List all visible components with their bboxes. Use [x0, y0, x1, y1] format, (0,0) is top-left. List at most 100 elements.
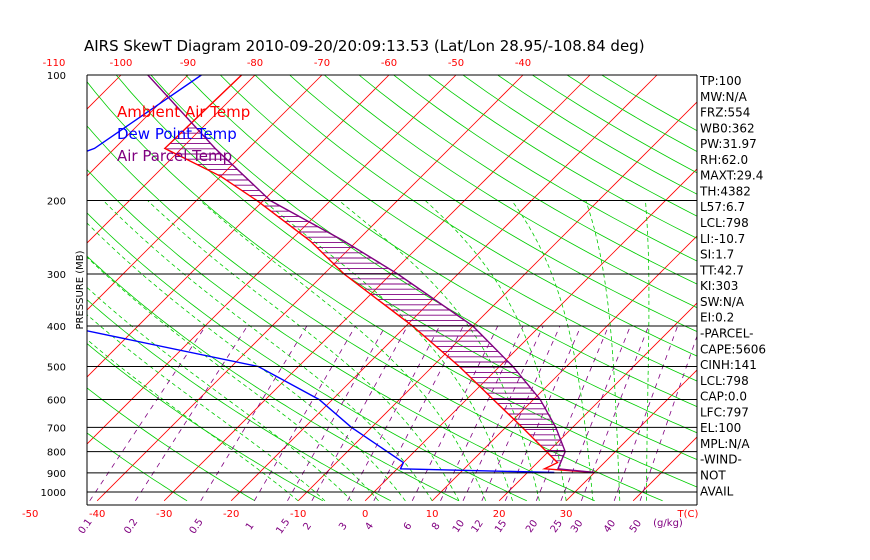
- moist-adiabat-line: [338, 200, 540, 501]
- mixing-ratio-line: [639, 334, 697, 501]
- mixing-ratio-label: 40: [602, 518, 618, 535]
- index-entry: LCL:798: [700, 374, 749, 388]
- mixing-ratio-line: [253, 325, 356, 502]
- moist-adiabat-line: [263, 200, 513, 501]
- dry-adiabat-line: [220, 75, 697, 382]
- index-entry: TT:42.7: [699, 263, 744, 277]
- index-entry: FRZ:554: [700, 106, 750, 120]
- index-entry: CAP:0.0: [700, 390, 747, 404]
- isotherm-line: [87, 75, 256, 244]
- dew-point-templine: [87, 75, 555, 474]
- pressure-tick-label: 500: [47, 362, 66, 373]
- mixing-ratio-line: [347, 325, 440, 502]
- index-entry: MPL:N/A: [700, 437, 750, 451]
- isotherm-line: [87, 75, 189, 177]
- isotherm-line: [0, 75, 54, 501]
- isotherm-line: [431, 235, 697, 502]
- index-entry: EI:0.2: [700, 311, 734, 325]
- mixing-ratio-line: [89, 325, 206, 502]
- bottom-temp-tick-label: -50: [22, 509, 38, 520]
- index-entry: WB0:362: [700, 121, 755, 135]
- index-entry: AVAIL: [700, 484, 734, 498]
- index-entry: SI:1.7: [700, 248, 734, 262]
- mixing-ratio-line: [580, 325, 649, 501]
- pressure-tick-label: 800: [47, 448, 66, 459]
- pressure-tick-label: 100: [47, 71, 66, 82]
- air-parcel-templine: [147, 75, 595, 474]
- mixing-ratio-label: 50: [628, 518, 644, 535]
- pressure-tick-label: 400: [47, 322, 66, 333]
- index-entry: RH:62.0: [700, 153, 748, 167]
- index-entry: -PARCEL-: [700, 326, 754, 340]
- index-entry: KI:303: [700, 279, 738, 293]
- index-entry: -WIND-: [700, 453, 742, 467]
- mixing-ratio-label: 4: [363, 521, 376, 533]
- isotherm-line: [834, 75, 870, 501]
- dry-adiabat-line: [254, 75, 697, 357]
- mixing-ratio-line: [440, 325, 524, 502]
- bottom-temp-tick-label: -30: [156, 509, 172, 520]
- mixing-ratio-label: 0.5: [188, 517, 206, 536]
- dry-adiabat-line: [87, 212, 527, 502]
- mixing-ratio-label: 12: [470, 518, 486, 535]
- mixing-ratio-label: 10: [451, 518, 467, 535]
- legend-entry: Air Parcel Temp: [117, 147, 232, 165]
- index-entry: PW:31.97: [700, 137, 757, 151]
- mixing-ratio-label: 8: [430, 521, 443, 533]
- top-temp-tick-label: -100: [110, 58, 133, 69]
- legend-entry: Ambient Air Temp: [117, 103, 250, 121]
- mixing-ratio-label: 15: [493, 518, 509, 535]
- moist-adiabat-line: [103, 200, 433, 502]
- isotherm-line: [767, 75, 870, 501]
- top-temp-tick-label: -60: [381, 58, 397, 69]
- dry-adiabat-line: [87, 387, 256, 502]
- bottom-temp-tick-label: 20: [493, 509, 506, 520]
- dry-adiabat-line: [87, 299, 392, 502]
- isotherm-line: [230, 75, 658, 502]
- isotherm-line: [87, 75, 457, 445]
- dry-adiabat-line: [358, 75, 697, 285]
- moist-adiabat-line: [585, 200, 621, 501]
- dry-adiabat-line: [87, 343, 324, 502]
- dry-adiabat-line: [289, 75, 697, 333]
- index-entry: LFC:797: [700, 405, 749, 419]
- mixing-ratio-label: 3: [337, 521, 350, 533]
- isotherm-line: [87, 75, 122, 110]
- top-temp-tick-label: -40: [515, 58, 531, 69]
- mixing-ratio-line: [560, 325, 631, 501]
- moist-adiabat-line: [87, 314, 326, 502]
- mixing-ratio-line: [135, 325, 248, 502]
- mixing-ratio-label: 20: [524, 518, 540, 535]
- temp-unit-label: T(C): [677, 509, 699, 520]
- top-temp-tick-label: -110: [43, 58, 66, 69]
- index-entry: MAXT:29.4: [700, 169, 763, 183]
- isotherm-line: [498, 302, 697, 502]
- index-entry: CINH:141: [700, 358, 757, 372]
- mixing-ratio-line: [462, 325, 544, 502]
- dry-adiabat-line: [87, 168, 595, 502]
- mixing-ratio-line: [373, 325, 464, 502]
- bottom-temp-tick-label: 30: [560, 509, 573, 520]
- moist-adiabat-line: [511, 200, 594, 501]
- dry-adiabat-line: [87, 432, 188, 502]
- mixing-ratio-line: [287, 325, 386, 502]
- index-entry: LCL:798: [700, 216, 749, 230]
- moist-adiabat-line: [87, 286, 353, 502]
- mixing-ratio-label: 30: [569, 518, 585, 535]
- mixing-ratio-label: 6: [402, 521, 415, 533]
- mixing-ratio-line: [535, 325, 609, 501]
- dry-adiabat-line: [150, 75, 697, 434]
- mixing-ratio-line: [411, 325, 499, 502]
- bottom-temp-tick-label: -20: [223, 509, 239, 520]
- mixing-ratio-label: 2: [301, 521, 314, 533]
- axes: 1002003004005006007008009001000PRESSURE …: [22, 58, 699, 536]
- index-entry: NOT: [700, 469, 726, 483]
- index-entry: L57:6.7: [700, 200, 745, 214]
- top-temp-tick-label: -70: [314, 58, 330, 69]
- top-temp-tick-label: -90: [180, 58, 196, 69]
- cape-hatching: [165, 127, 565, 462]
- bottom-temp-tick-label: -40: [89, 509, 105, 520]
- index-entry: MW:N/A: [700, 90, 748, 104]
